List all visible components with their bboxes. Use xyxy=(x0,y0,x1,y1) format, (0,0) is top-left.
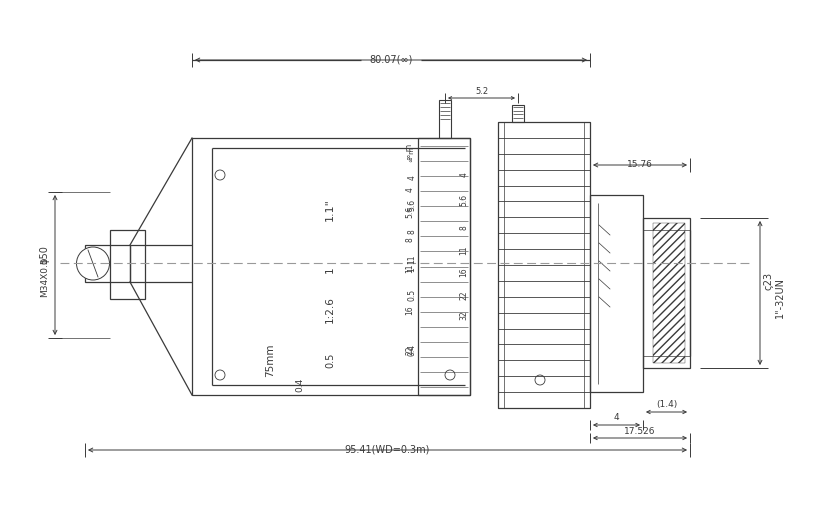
Text: 80.07(∞): 80.07(∞) xyxy=(369,54,413,64)
Bar xyxy=(498,122,590,408)
Text: 11: 11 xyxy=(406,263,415,273)
Circle shape xyxy=(77,247,110,280)
Text: ∞ m: ∞ m xyxy=(409,148,415,162)
Text: 32: 32 xyxy=(459,310,468,320)
Text: 5.6: 5.6 xyxy=(406,206,415,218)
Text: 4: 4 xyxy=(459,173,468,178)
Text: 4: 4 xyxy=(407,176,416,180)
Bar xyxy=(110,230,145,299)
Bar xyxy=(439,100,451,138)
Text: 4: 4 xyxy=(406,187,415,192)
Bar xyxy=(653,223,685,363)
Text: 0.5: 0.5 xyxy=(325,352,335,367)
Bar xyxy=(590,195,643,392)
Text: 95.41(WD=0.3m): 95.41(WD=0.3m) xyxy=(344,444,430,454)
Text: 22: 22 xyxy=(406,345,415,355)
Text: 22: 22 xyxy=(459,290,468,300)
Text: 11: 11 xyxy=(407,254,416,264)
Circle shape xyxy=(215,370,225,380)
Text: (1.4): (1.4) xyxy=(656,401,677,410)
Text: 8: 8 xyxy=(407,230,416,234)
Text: 0.5: 0.5 xyxy=(407,289,416,301)
Text: 1: 1 xyxy=(325,267,335,273)
Text: 0.4: 0.4 xyxy=(296,378,305,392)
Bar xyxy=(643,218,690,368)
Circle shape xyxy=(535,375,545,385)
Text: 8: 8 xyxy=(459,225,468,231)
Text: ∞ m: ∞ m xyxy=(406,144,415,160)
Text: 75mm: 75mm xyxy=(265,343,275,377)
Text: 11: 11 xyxy=(459,245,468,254)
Text: 5.6: 5.6 xyxy=(459,194,468,206)
Text: 8: 8 xyxy=(406,238,415,242)
Text: φ50: φ50 xyxy=(40,245,50,265)
Circle shape xyxy=(445,370,455,380)
Circle shape xyxy=(215,170,225,180)
Bar xyxy=(418,138,470,395)
Text: 0.4: 0.4 xyxy=(407,344,416,356)
Text: 4: 4 xyxy=(613,413,619,422)
Text: 5.2: 5.2 xyxy=(475,87,488,96)
Text: 1:2.6: 1:2.6 xyxy=(325,297,335,323)
Bar xyxy=(192,138,470,395)
Text: 1: 1 xyxy=(407,268,416,272)
Text: M34X0.5: M34X0.5 xyxy=(40,257,50,297)
Text: 16: 16 xyxy=(406,305,415,315)
Text: 1.1": 1.1" xyxy=(325,199,335,221)
Bar xyxy=(512,105,524,122)
Bar xyxy=(85,245,130,282)
Text: 5.6: 5.6 xyxy=(407,199,416,211)
Text: 15.76: 15.76 xyxy=(627,159,653,168)
Text: ς23: ς23 xyxy=(763,272,773,290)
Text: 1"-32UN: 1"-32UN xyxy=(775,277,785,319)
Text: 16: 16 xyxy=(459,267,468,277)
Text: 17.526: 17.526 xyxy=(624,427,656,436)
